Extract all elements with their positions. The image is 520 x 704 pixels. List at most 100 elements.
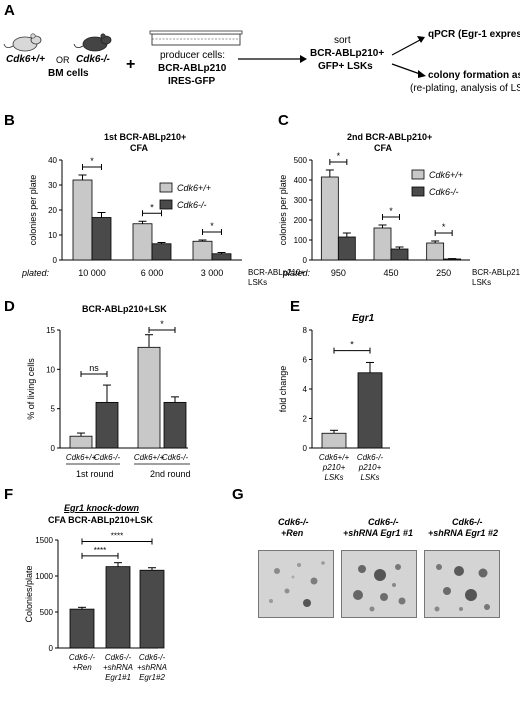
panel-f-x-tick-label: +Ren xyxy=(72,663,92,672)
panel-b-legend-swatch xyxy=(159,199,173,210)
producer-line3: IRES-GFP xyxy=(168,76,216,87)
cdk6-wt-label: Cdk6+/+ xyxy=(6,54,45,65)
panel-b-x-tick-label: 3 000 xyxy=(201,268,224,278)
panel-c-title1: 2nd BCR-ABLp210+ xyxy=(347,132,433,142)
panel-d-y-label: % of living cells xyxy=(26,358,36,420)
panel-g-label-2b: +shRNA Egr1 #1 xyxy=(343,528,413,538)
sort-line3: GFP+ LSKs xyxy=(318,61,373,72)
panel-b-sig-label: * xyxy=(210,221,214,231)
cfa-line1: colony formation assay xyxy=(428,70,520,81)
panel-g-letter: G xyxy=(232,486,244,503)
panel-c-x-tick-label: 950 xyxy=(331,268,346,278)
panel-e-x-tick-label: p210+ xyxy=(358,463,382,472)
panel-c-y-label: colonies per plate xyxy=(278,175,288,246)
panel-g-label-2a: Cdk6-/- xyxy=(368,517,399,527)
panel-b-y-tick-label: 40 xyxy=(48,156,57,165)
panel-c-legend-label: Cdk6+/+ xyxy=(429,170,463,180)
panel-e-y-tick-label: 4 xyxy=(303,385,308,394)
panel-f-title2: CFA BCR-ABLp210+LSK xyxy=(48,515,153,525)
panel-f-y-tick-label: 500 xyxy=(40,608,54,617)
panel-d-x-tick-label: Cdk6+/+ xyxy=(66,453,97,462)
panel-c-y-tick-label: 0 xyxy=(303,256,308,265)
panel-c-x-tick-label: 450 xyxy=(383,268,398,278)
panel-f-x-tick-label: Cdk6-/- xyxy=(139,653,166,662)
panel-b-title1: 1st BCR-ABLp210+ xyxy=(104,132,187,142)
panel-d-letter: D xyxy=(4,298,15,315)
sort-line2: BCR-ABLp210+ xyxy=(310,48,385,59)
panel-d-x-tick-label: Cdk6-/- xyxy=(162,453,189,462)
panel-d-round2: 2nd round xyxy=(150,469,191,479)
panel-c-y-tick-label: 100 xyxy=(294,236,308,245)
panel-d-y-tick-label: 10 xyxy=(46,365,55,374)
panel-f-title1: Egr1 knock-down xyxy=(64,503,140,513)
panel-g-label-1a: Cdk6-/- xyxy=(278,517,309,527)
panel-c-xsuffix2: LSKs xyxy=(472,278,492,287)
panel-b-y-tick-label: 10 xyxy=(48,231,57,240)
panel-e-bar xyxy=(357,372,383,449)
panel-b-y-tick-label: 0 xyxy=(53,256,58,265)
arrow-to-sort-icon xyxy=(238,55,307,63)
panel-c-y-tick-label: 400 xyxy=(294,176,308,185)
panel-c-sig-label: * xyxy=(337,151,341,161)
panel-f-bar xyxy=(139,569,165,649)
colony-photo-shrna1 xyxy=(341,550,417,618)
panel-d-y-tick-label: 5 xyxy=(51,405,56,414)
panel-e-y-tick-label: 0 xyxy=(303,444,308,453)
panel-d-sig-label: ns xyxy=(89,363,99,373)
panel-f-x-tick-label: +shRNA xyxy=(137,663,167,672)
colony-photo-ren xyxy=(258,550,334,618)
panel-d-x-tick-label: Cdk6-/- xyxy=(94,453,121,462)
panel-e-x-tick-label: Cdk6-/- xyxy=(357,453,384,462)
panel-d-sig-label: * xyxy=(160,319,164,329)
panel-c-y-tick-label: 500 xyxy=(294,156,308,165)
mouse-wt-icon xyxy=(3,33,42,52)
panel-e-sig-label: * xyxy=(350,340,354,350)
panel-f-bar xyxy=(69,608,95,649)
panel-c-letter: C xyxy=(278,112,289,129)
producer-line1: producer cells: xyxy=(160,50,226,61)
qpcr-label: qPCR (Egr-1 expression) xyxy=(428,29,520,40)
panel-b-sig-label: * xyxy=(90,156,94,166)
panel-b-x-tick-label: 10 000 xyxy=(78,268,106,278)
cdk6-ko-label: Cdk6-/- xyxy=(76,54,110,65)
panel-c-legend-swatch xyxy=(411,186,425,197)
panel-f-sig-label: **** xyxy=(111,531,123,540)
panel-b-xsuffix1: BCR-ABLp210+ xyxy=(248,268,306,277)
panel-f-x-tick-label: Egr1#1 xyxy=(105,673,131,682)
panel-d-y-tick-label: 0 xyxy=(51,444,56,453)
producer-line2: BCR-ABLp210 xyxy=(158,63,227,74)
panel-d-title: BCR-ABLp210+LSK xyxy=(82,304,167,314)
cfa-line2: (re-plating, analysis of LSKs) xyxy=(410,83,520,94)
panel-c-y-tick-label: 200 xyxy=(294,216,308,225)
panel-f-bar xyxy=(105,566,131,649)
panel-c-plated-label: plated: xyxy=(283,268,311,278)
panel-e-y-tick-label: 2 xyxy=(303,415,308,424)
panel-b-y-label: colonies per plate xyxy=(28,175,38,246)
panel-f-x-tick-label: +shRNA xyxy=(103,663,133,672)
panel-a-schematic xyxy=(3,30,426,78)
bm-cells-label: BM cells xyxy=(48,68,89,79)
panel-d-x-tick-label: Cdk6+/+ xyxy=(134,453,165,462)
panel-b-y-tick-label: 30 xyxy=(48,181,57,190)
panel-b-y-tick-label: 20 xyxy=(48,206,57,215)
panel-f-y-tick-label: 0 xyxy=(49,644,54,653)
panel-e-letter: E xyxy=(290,298,301,315)
panel-e-x-tick-label: LSKs xyxy=(324,473,343,482)
panel-f-y-tick-label: 1500 xyxy=(35,536,53,545)
panel-c-sig-label: * xyxy=(442,222,446,232)
panel-c-legend-label: Cdk6-/- xyxy=(429,187,459,197)
or-label: OR xyxy=(56,55,70,65)
panel-b-x-tick-label: 6 000 xyxy=(141,268,164,278)
panel-e-title: Egr1 xyxy=(352,313,375,324)
panel-c-legend-swatch xyxy=(411,169,425,180)
panel-a-letter: A xyxy=(4,2,15,19)
panel-b-xsuffix2: LSKs xyxy=(248,278,268,287)
panel-e-x-tick-label: LSKs xyxy=(360,473,379,482)
panel-f-letter: F xyxy=(4,486,14,503)
panel-f-x-tick-label: Cdk6-/- xyxy=(105,653,132,662)
